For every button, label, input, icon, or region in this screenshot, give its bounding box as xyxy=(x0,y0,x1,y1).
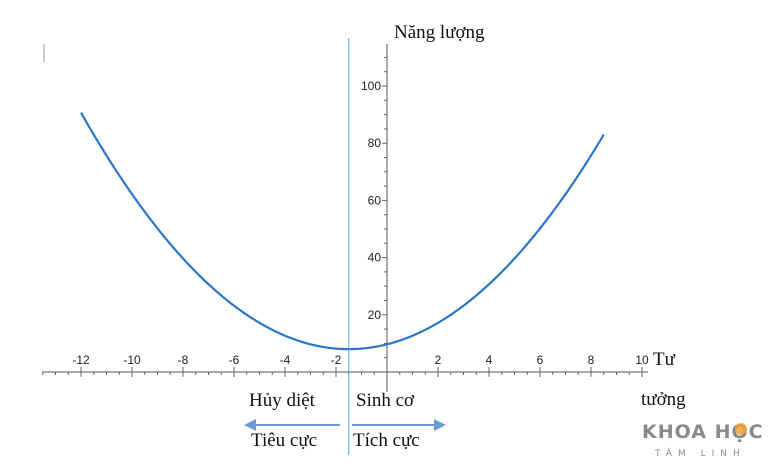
y-tick-label: 80 xyxy=(368,136,382,150)
annotation-negative: Tiêu cực xyxy=(251,430,317,451)
arrow-right xyxy=(352,419,446,431)
x-tick-label: -4 xyxy=(280,353,291,367)
annotation-regenerate: Sinh cơ xyxy=(356,390,415,411)
axes-group: -12 -10 -8 -6 -4 -2 2 4 6 8 10 20 40 60 80 100 xyxy=(42,44,649,392)
x-tick-label: 6 xyxy=(537,353,544,367)
x-axis-title-line2: tưởng xyxy=(641,389,686,410)
x-tick-label: 10 xyxy=(635,353,649,367)
x-tick-label: 2 xyxy=(435,353,442,367)
logo-sun-icon xyxy=(735,423,747,435)
logo: KHOA HỌC TÂM LINH xyxy=(642,421,764,459)
annotation-positive: Tích cực xyxy=(353,430,420,451)
x-tick-label: -2 xyxy=(331,353,342,367)
x-tick-label: -6 xyxy=(229,353,240,367)
logo-main-text: KHOA HỌC xyxy=(642,421,764,443)
x-tick-label: 8 xyxy=(588,353,595,367)
x-tick-label: -12 xyxy=(72,353,90,367)
x-tick-label: -10 xyxy=(123,353,141,367)
annotation-destroy: Hủy diệt xyxy=(249,390,316,411)
y-axis-title: Năng lượng xyxy=(394,22,485,43)
y-tick-label: 40 xyxy=(368,251,382,265)
y-tick-label: 60 xyxy=(368,193,382,207)
x-axis-title-line1: Tư xyxy=(653,349,676,370)
logo-sub-text: TÂM LINH xyxy=(654,447,746,459)
x-tick-label: 4 xyxy=(486,353,493,367)
y-tick-label: 100 xyxy=(361,79,381,93)
x-tick-label: -8 xyxy=(178,353,189,367)
corner-mark xyxy=(43,44,45,62)
series-curve xyxy=(80,112,605,351)
arrow-left xyxy=(244,419,340,431)
y-tick-label: 20 xyxy=(368,308,382,322)
